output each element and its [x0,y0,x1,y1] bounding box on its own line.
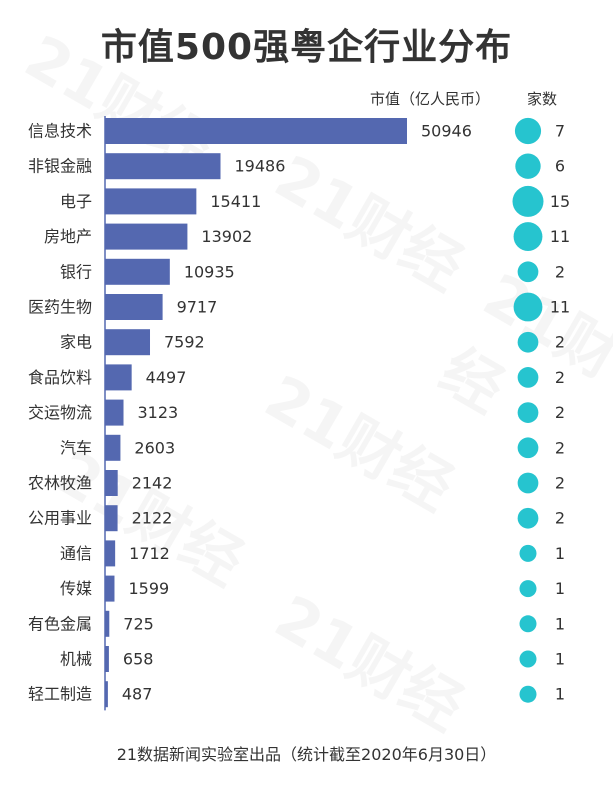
count-label: 2 [555,403,565,422]
count-label: 1 [555,544,565,563]
count-bubble [519,615,537,633]
chart-title: 市值500强粤企行业分布 [100,27,513,68]
bar [105,329,151,356]
header-market-value: 市值（亿人民币） [370,90,490,108]
count-label: 2 [555,368,565,387]
bar-value-label: 725 [123,614,154,633]
bar-value-label: 10935 [184,262,235,281]
count-label: 1 [555,614,565,633]
category-label: 通信 [60,544,92,563]
bar [105,223,188,250]
count-label: 1 [555,685,565,704]
footer-source: 21数据新闻实验室出品（统计截至2020年6月30日） [116,745,497,764]
count-bubble [517,367,539,388]
bar [105,364,132,391]
count-bubble [519,650,537,668]
category-label: 电子 [60,192,92,211]
category-label: 房地产 [44,227,92,246]
category-label: 有色金属 [28,614,92,633]
bar-value-label: 7592 [164,333,205,352]
count-label: 11 [550,298,570,317]
count-bubble [517,331,539,353]
count-bubble [517,507,539,529]
category-label: 交运物流 [28,403,92,422]
bar [105,258,170,285]
bar [105,505,118,532]
count-bubble [519,580,537,598]
bar-value-label: 15411 [210,192,261,211]
count-label: 15 [550,192,570,211]
bar-value-label: 487 [122,685,153,704]
category-label: 家电 [60,333,92,352]
category-label: 信息技术 [28,122,92,141]
count-bubble [519,685,537,703]
category-label: 农林牧渔 [28,474,92,493]
category-label: 食品饮料 [28,368,92,387]
bar-value-label: 50946 [421,122,472,141]
bar-value-label: 3123 [138,403,179,422]
count-bubble [517,472,539,494]
count-label: 2 [555,474,565,493]
bar-value-label: 2603 [134,438,175,457]
bar-value-label: 2142 [132,474,173,493]
bar [105,118,407,144]
category-label: 公用事业 [28,509,92,528]
category-label: 机械 [60,650,92,669]
count-label: 2 [555,262,565,281]
count-bubble [517,437,539,459]
count-bubble [513,222,543,252]
bar-value-label: 19486 [235,157,286,176]
count-bubble [513,292,543,322]
bar-value-label: 658 [123,650,154,669]
category-label: 汽车 [60,438,92,457]
category-label: 医药生物 [28,298,92,317]
count-bubble [517,402,539,423]
bar-value-label: 1712 [129,544,170,563]
category-label: 轻工制造 [28,685,92,704]
count-bubble [514,117,542,145]
bar [105,188,197,215]
count-label: 7 [555,122,565,141]
count-label: 6 [555,157,565,176]
category-label: 传媒 [60,579,92,598]
bar [105,610,110,637]
count-label: 2 [555,509,565,528]
count-label: 1 [555,579,565,598]
header-company-count: 家数 [527,90,557,108]
count-label: 11 [550,227,570,246]
bar [105,470,118,496]
bar [105,575,115,602]
bar [105,540,116,567]
count-bubble [519,544,537,562]
bar [105,153,221,180]
bar [105,434,121,461]
bar [105,681,108,708]
bar [105,294,163,320]
count-bubble [512,185,544,217]
count-label: 2 [555,438,565,457]
bar-value-label: 1599 [128,579,169,598]
count-bubble [517,261,539,283]
bar-value-label: 4497 [146,368,187,387]
count-label: 2 [555,333,565,352]
bar-value-label: 2122 [132,509,173,528]
count-label: 1 [555,650,565,669]
category-label: 银行 [60,262,92,281]
bar-value-label: 13902 [201,227,252,246]
bar-value-label: 9717 [177,298,218,317]
bar [105,646,109,672]
bar [105,399,124,426]
category-label: 非银金融 [28,157,92,176]
count-bubble [515,153,541,179]
